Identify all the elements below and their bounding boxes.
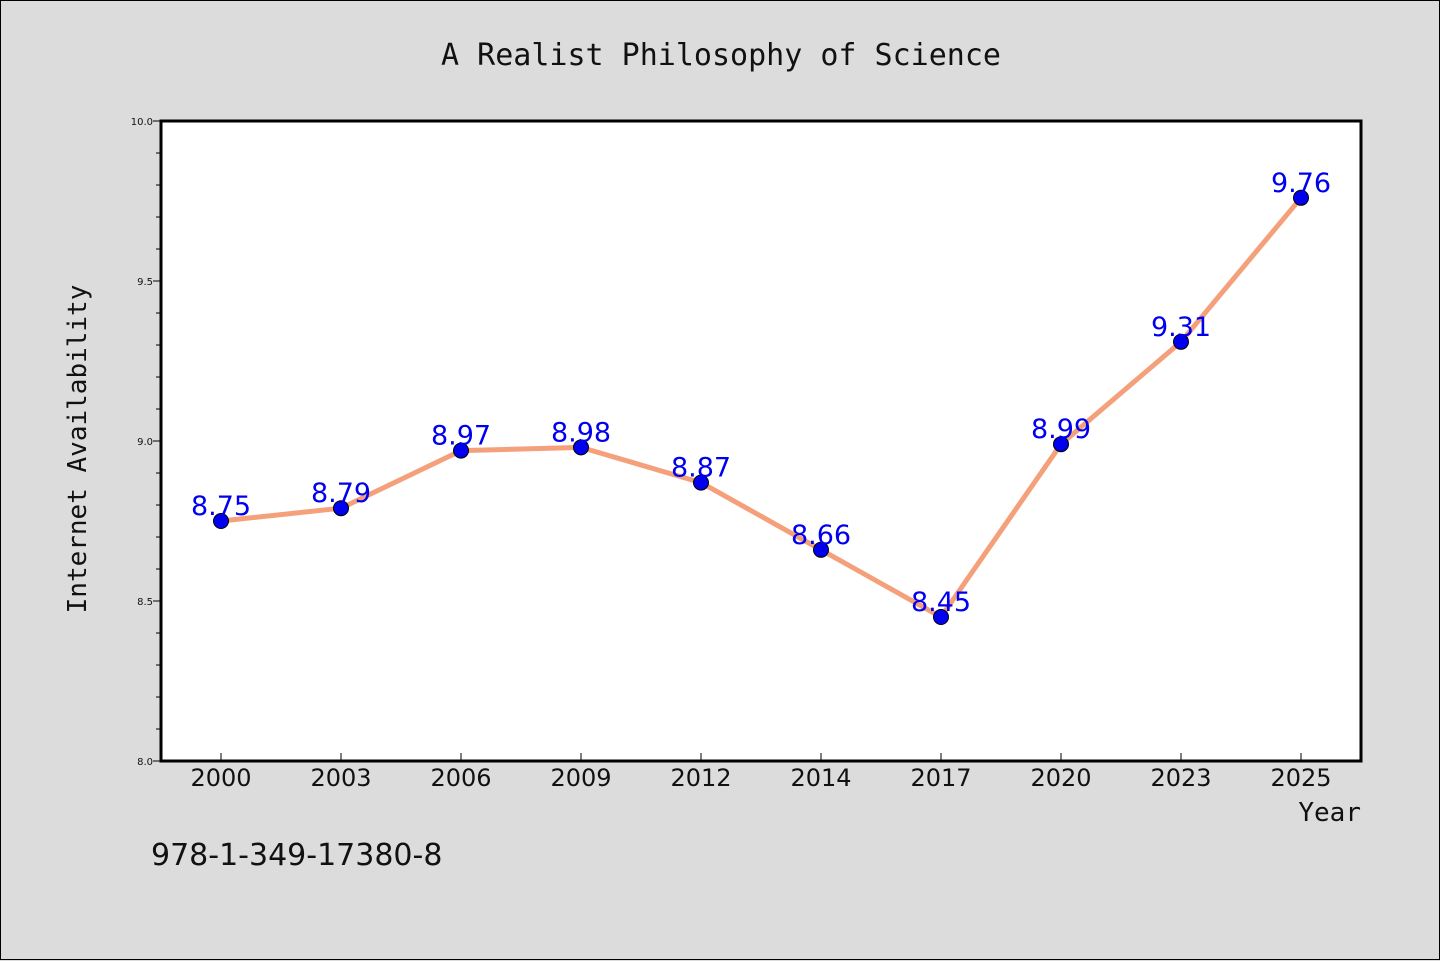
x-tick-label: 2023 (1150, 764, 1211, 792)
data-label: 9.31 (1151, 312, 1211, 343)
data-point (1293, 189, 1309, 206)
chart-title: A Realist Philosophy of Science (441, 38, 1001, 73)
data-label: 8.45 (911, 587, 971, 618)
x-tick-label: 2009 (550, 764, 611, 792)
data-point (573, 439, 589, 456)
x-tick-label: 2003 (310, 764, 371, 792)
y-axis-ticks: 8.0 8.5 9.0 9.5 10.0 (131, 117, 161, 768)
data-point (453, 442, 469, 459)
data-label: 8.66 (791, 520, 851, 551)
series-line-group (218, 195, 1304, 620)
data-label: 8.99 (1031, 414, 1091, 445)
data-label: 8.98 (551, 417, 611, 448)
data-point (933, 609, 949, 625)
x-tick-label: 2014 (790, 764, 851, 792)
data-point (693, 474, 709, 491)
data-point (333, 500, 349, 517)
series-markers (213, 189, 1309, 625)
data-labels: 8.75 8.79 8.97 8.98 8.87 8.66 8.45 8.99 9.31 9.76 (191, 168, 1331, 618)
y-tick-label: 8.5 (137, 597, 153, 608)
y-tick-label: 9.5 (137, 277, 153, 288)
series-line (218, 195, 1304, 620)
data-label: 8.97 (431, 421, 491, 452)
plot-area (159, 119, 1363, 763)
data-point (1053, 436, 1069, 453)
y-tick-label: 8.0 (137, 757, 153, 768)
isbn-text: 978-1-349-17380-8 (151, 838, 442, 873)
data-label: 9.76 (1271, 168, 1331, 199)
x-tick-label: 2000 (190, 764, 251, 792)
data-point (213, 513, 229, 529)
x-tick-label: 2012 (670, 764, 731, 792)
y-tick-label: 10.0 (131, 117, 153, 128)
x-tick-label: 2020 (1030, 764, 1091, 792)
data-label: 8.79 (311, 478, 371, 509)
data-label: 8.75 (191, 491, 251, 522)
x-tick-label: 2025 (1270, 764, 1331, 792)
y-axis-label: Internet Availability (63, 285, 93, 614)
x-tick-label: 2006 (430, 764, 491, 792)
data-point (1173, 333, 1189, 350)
x-axis-ticks: 2000 2003 2006 2009 2012 2014 2017 2020 2023 2025 (190, 753, 1332, 792)
x-axis-label: Year (1298, 798, 1361, 828)
y-tick-label: 9.0 (137, 437, 153, 448)
data-point (813, 541, 829, 558)
data-label: 8.87 (671, 453, 731, 484)
x-tick-label: 2017 (910, 764, 971, 792)
